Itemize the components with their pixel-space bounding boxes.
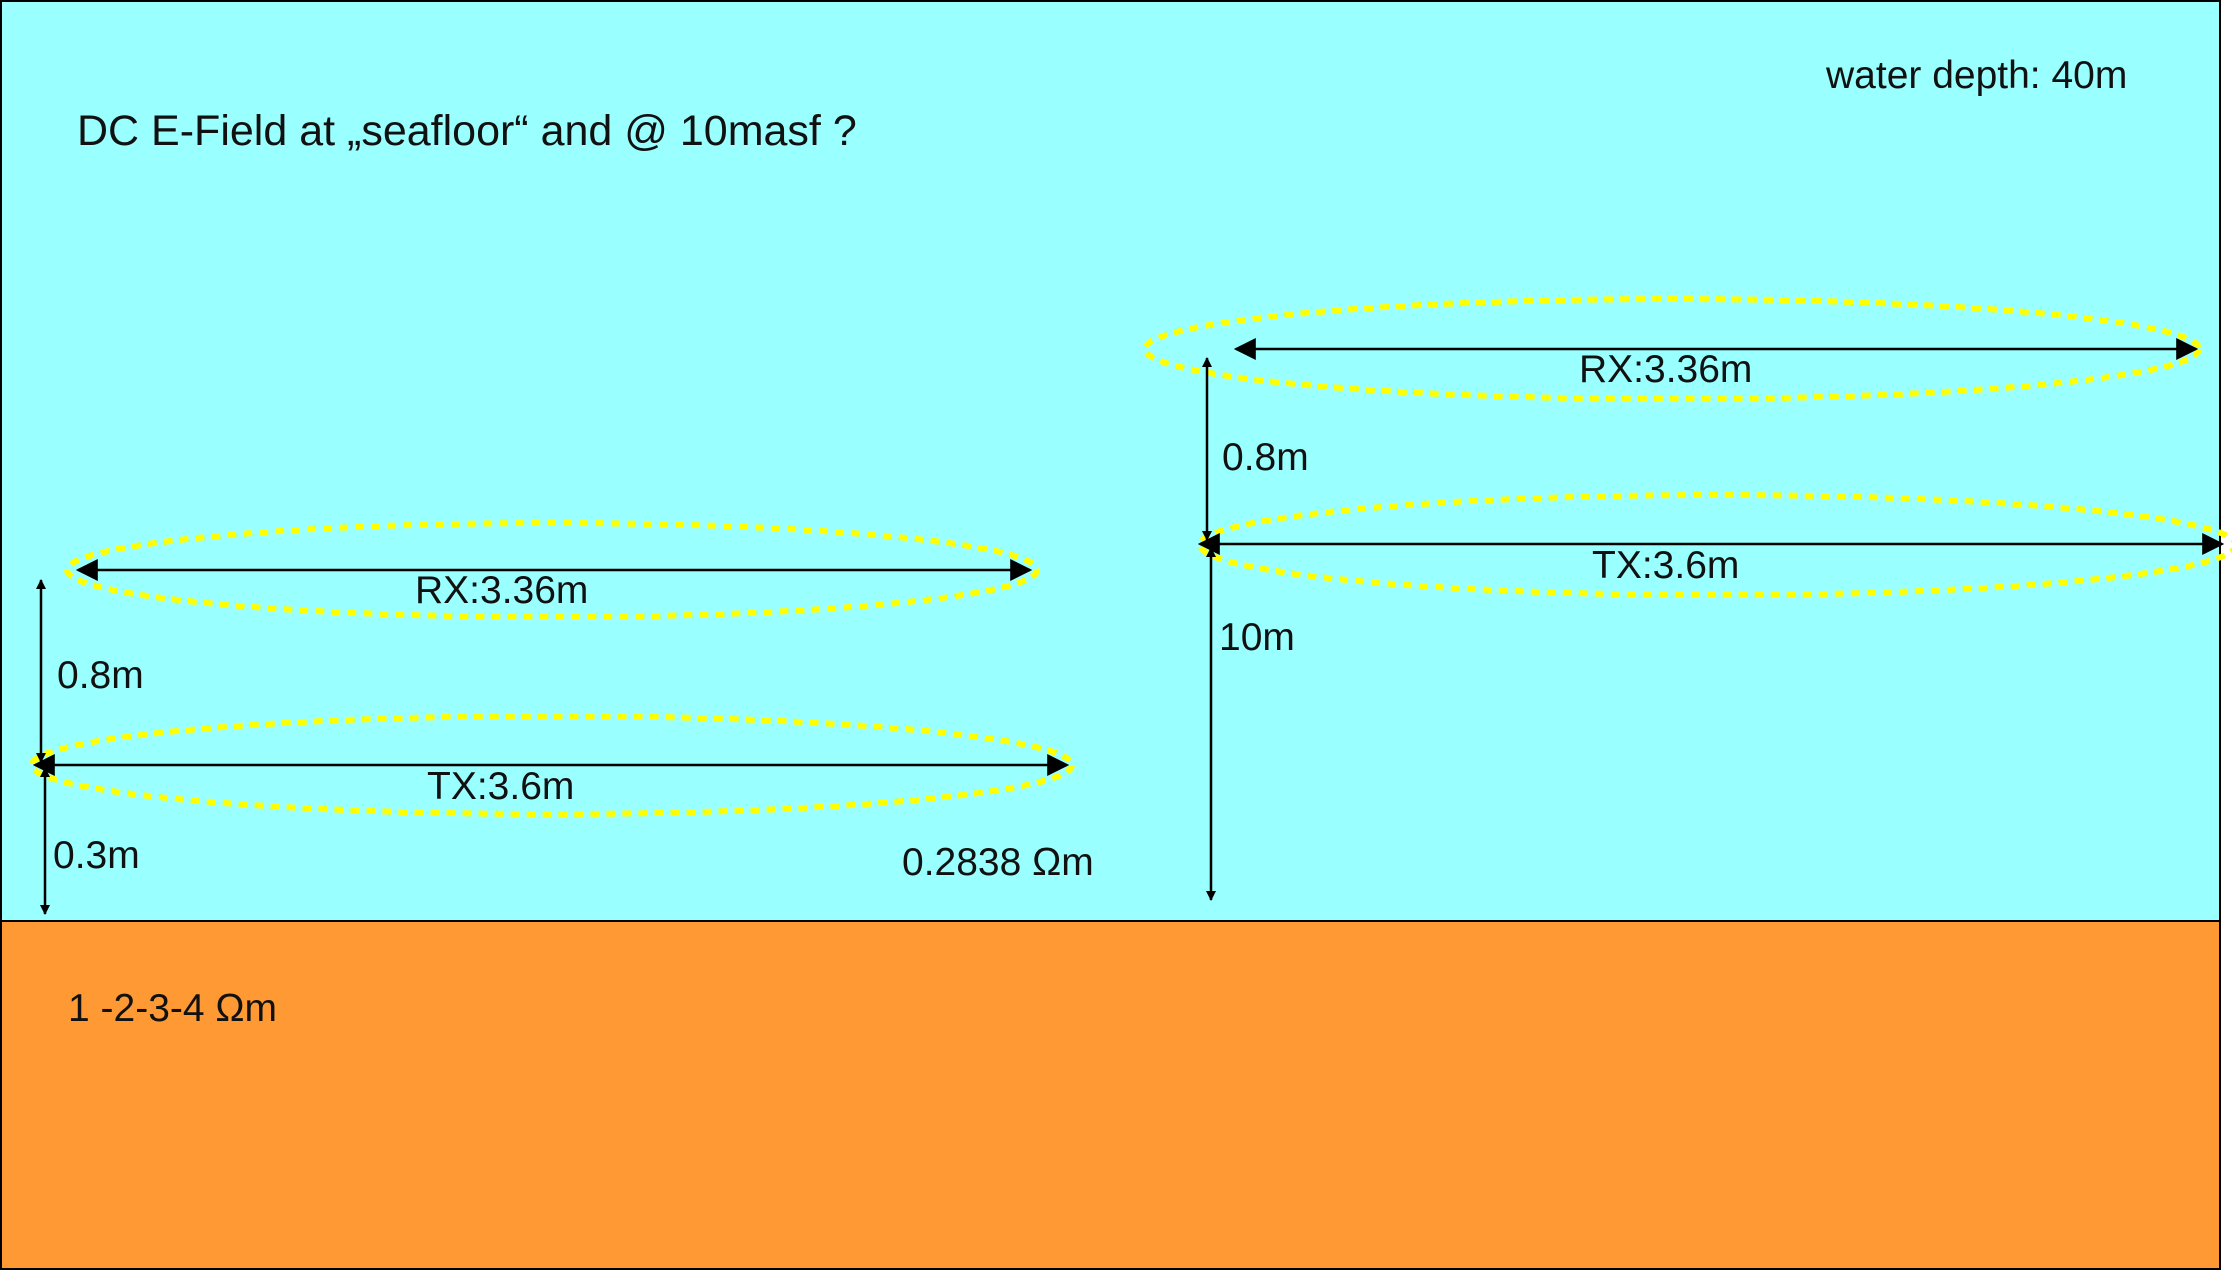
water-depth-label: water depth: 40m: [1825, 54, 2127, 97]
left-separation-label: 0.8m: [57, 654, 144, 697]
left-tx-height-label: 0.3m: [53, 834, 140, 877]
seafloor-resistivity-label: 1 -2-3-4 Ωm: [68, 987, 277, 1030]
right-tx-label: TX:3.6m: [1592, 544, 1739, 587]
right-rx-electrode-loop: [1142, 296, 2202, 402]
left-tx-label: TX:3.6m: [427, 765, 574, 808]
right-tx-height-label: 10m: [1219, 616, 1295, 659]
left-rx-label: RX:3.36m: [415, 569, 588, 612]
right-rx-label: RX:3.36m: [1579, 348, 1752, 391]
right-setup: RX:3.36m TX:3.6m 0.8m 10m: [1142, 296, 2232, 901]
page-title: DC E-Field at „seafloor“ and @ 10masf ?: [77, 107, 857, 155]
left-setup: RX:3.36m TX:3.6m 0.8m 0.3m: [29, 520, 1075, 915]
water-resistivity-label: 0.2838 Ωm: [902, 841, 1094, 884]
right-separation-label: 0.8m: [1222, 436, 1309, 479]
left-tx-electrode-loop: [29, 713, 1075, 817]
left-rx-electrode-loop: [64, 520, 1040, 620]
seafloor-layer: [0, 920, 2221, 1270]
